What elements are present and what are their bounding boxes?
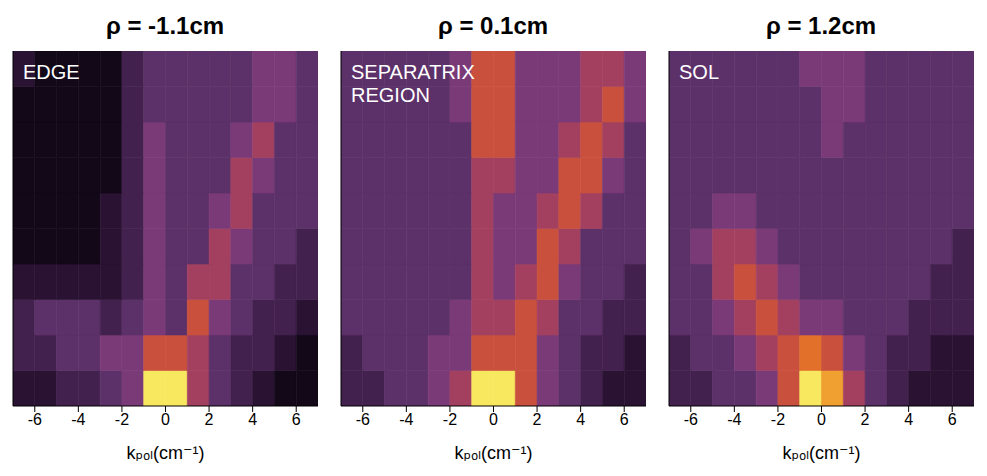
svg-text:6: 6 — [948, 411, 957, 428]
svg-text:6: 6 — [620, 411, 629, 428]
svg-text:4: 4 — [904, 411, 913, 428]
svg-text:0: 0 — [817, 411, 826, 428]
svg-text:-4: -4 — [727, 411, 741, 428]
svg-text:-2: -2 — [443, 411, 457, 428]
svg-text:-4: -4 — [71, 411, 85, 428]
svg-text:0: 0 — [489, 411, 498, 428]
svg-text:-2: -2 — [115, 411, 129, 428]
html-text:SOL: SOL — [679, 61, 719, 83]
html-text:ρ = 1.2cm: ρ = 1.2cm — [765, 12, 877, 39]
svg-text:kₚₒₗ(cm⁻¹): kₚₒₗ(cm⁻¹) — [783, 443, 861, 463]
svg-text:-6: -6 — [684, 411, 698, 428]
svg-text:-6: -6 — [356, 411, 370, 428]
svg-text:4: 4 — [248, 411, 257, 428]
svg-text:4: 4 — [576, 411, 585, 428]
html-text:EDGE: EDGE — [23, 61, 80, 83]
svg-text:-6: -6 — [28, 411, 42, 428]
html-text:ρ = -1.1cm: ρ = -1.1cm — [105, 12, 225, 39]
html-text:SEPARATRIX REGION: SEPARATRIX REGION — [351, 61, 475, 106]
svg-text:kₚₒₗ(cm⁻¹): kₚₒₗ(cm⁻¹) — [455, 443, 533, 463]
svg-text:2: 2 — [533, 411, 542, 428]
svg-text:0: 0 — [161, 411, 170, 428]
svg-text:2: 2 — [205, 411, 214, 428]
svg-text:-2: -2 — [771, 411, 785, 428]
svg-text:6: 6 — [292, 411, 301, 428]
svg-text:2: 2 — [861, 411, 870, 428]
html-text:ρ = 0.1cm: ρ = 0.1cm — [437, 12, 549, 39]
svg-text:-4: -4 — [399, 411, 413, 428]
svg-text:kₚₒₗ(cm⁻¹): kₚₒₗ(cm⁻¹) — [127, 443, 205, 463]
